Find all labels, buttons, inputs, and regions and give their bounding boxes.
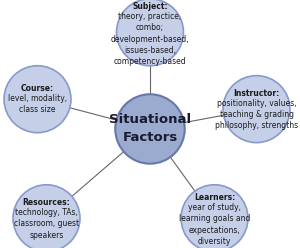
Text: level, modality,
class size: level, modality, class size: [8, 94, 67, 114]
Text: year of study,
learning goals and
expectations,
diversity: year of study, learning goals and expect…: [179, 203, 250, 246]
Ellipse shape: [13, 185, 80, 248]
Text: theory, practice,
combo;
development-based,
issues-based,
competency-based: theory, practice, combo; development-bas…: [111, 12, 189, 66]
Ellipse shape: [115, 94, 185, 164]
Text: Subject:: Subject:: [132, 2, 168, 11]
Ellipse shape: [116, 0, 184, 66]
Text: technology, TAs,
classroom, guest
speakers: technology, TAs, classroom, guest speake…: [14, 208, 79, 240]
Text: Situational
Factors: Situational Factors: [109, 114, 191, 144]
Text: Instructor:: Instructor:: [233, 89, 280, 98]
Text: Learners:: Learners:: [194, 193, 235, 202]
Text: positionality, values,
teaching & grading
philosophy, strengths: positionality, values, teaching & gradin…: [215, 99, 298, 130]
Text: Resources:: Resources:: [22, 198, 70, 207]
Text: Course:: Course:: [21, 84, 54, 93]
Ellipse shape: [223, 76, 290, 143]
Ellipse shape: [4, 66, 71, 133]
Ellipse shape: [181, 185, 248, 248]
